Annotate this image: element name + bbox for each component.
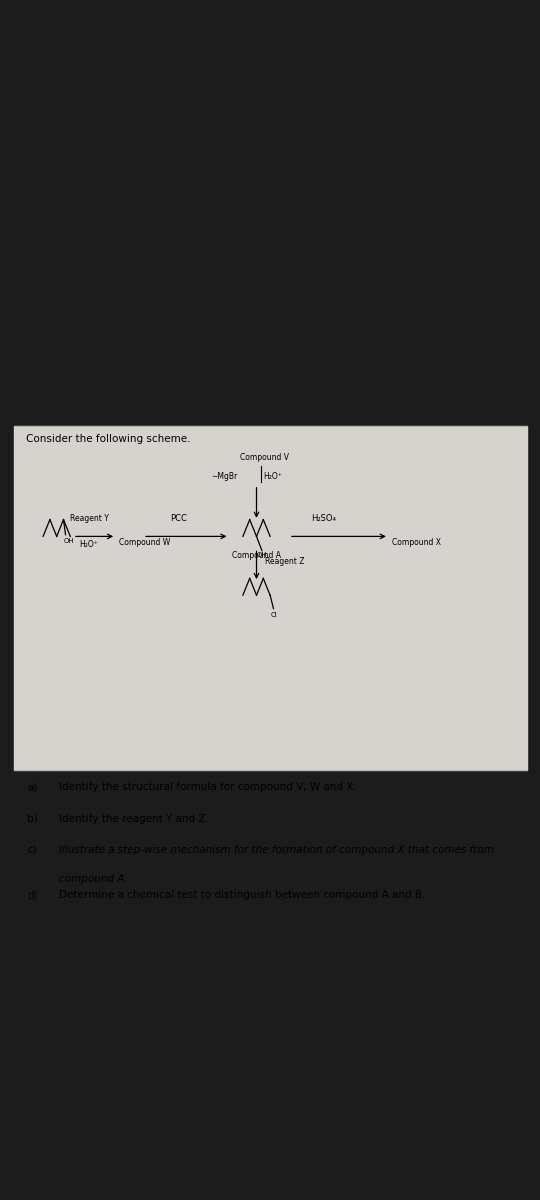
Bar (14, 426, 526, 770)
Text: compound A.: compound A. (59, 874, 129, 883)
Text: ∼MgBr: ∼MgBr (211, 472, 238, 481)
Text: Reagent Y: Reagent Y (70, 514, 109, 523)
Text: Reagent Z: Reagent Z (265, 557, 304, 566)
Text: H₂O⁺: H₂O⁺ (80, 540, 98, 550)
Text: Determine a chemical test to distinguish between compound A and B.: Determine a chemical test to distinguish… (59, 890, 426, 900)
Text: Compound W: Compound W (119, 538, 170, 547)
Text: H₂SO₄: H₂SO₄ (312, 514, 336, 523)
Text: a): a) (27, 782, 37, 792)
Text: Identify the structural formula for compound V, W and X.: Identify the structural formula for comp… (59, 782, 357, 792)
Text: Cl: Cl (270, 612, 277, 618)
Text: c): c) (27, 845, 37, 854)
Text: PCC: PCC (170, 514, 187, 523)
Text: Illustrate a step-wise mechanism for the formation of compound X that comes from: Illustrate a step-wise mechanism for the… (59, 845, 495, 854)
Text: b): b) (27, 814, 38, 823)
Text: Identify the reagent Y and Z.: Identify the reagent Y and Z. (59, 814, 210, 823)
Text: d): d) (27, 890, 38, 900)
Text: H₂O⁺: H₂O⁺ (264, 472, 282, 481)
Text: OH: OH (63, 538, 74, 544)
Text: Compound X: Compound X (392, 538, 441, 547)
Text: Consider the following scheme.: Consider the following scheme. (26, 434, 191, 444)
Text: OH: OH (256, 552, 267, 558)
Text: Compound V: Compound V (240, 452, 289, 462)
Text: Compound A: Compound A (232, 551, 281, 560)
